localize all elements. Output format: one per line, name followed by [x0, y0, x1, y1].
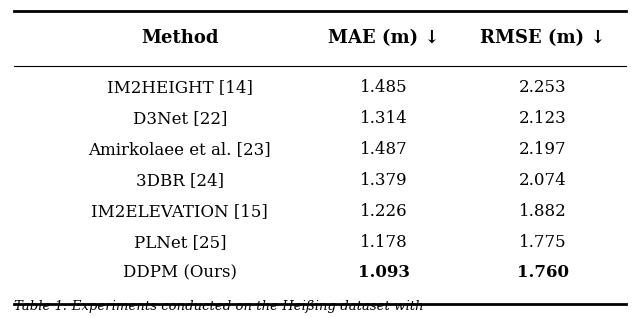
Text: IM2HEIGHT [14]: IM2HEIGHT [14]	[107, 80, 253, 96]
Text: 3DBR [24]: 3DBR [24]	[136, 172, 224, 189]
Text: 1.226: 1.226	[360, 203, 408, 220]
Text: 1.487: 1.487	[360, 141, 408, 158]
Text: RMSE (m) ↓: RMSE (m) ↓	[480, 29, 606, 47]
Text: PLNet [25]: PLNet [25]	[134, 234, 226, 251]
Text: Table 1: Experiments conducted on the Heißing dataset with: Table 1: Experiments conducted on the He…	[14, 301, 424, 314]
Text: IM2ELEVATION [15]: IM2ELEVATION [15]	[92, 203, 268, 220]
Text: DDPM (Ours): DDPM (Ours)	[123, 265, 237, 281]
Text: 1.314: 1.314	[360, 110, 408, 127]
Text: Method: Method	[141, 29, 219, 47]
Text: D3Net [22]: D3Net [22]	[132, 110, 227, 127]
Text: 1.093: 1.093	[358, 265, 410, 281]
Text: Amirkolaee et al. [23]: Amirkolaee et al. [23]	[88, 141, 271, 158]
Text: 1.760: 1.760	[517, 265, 569, 281]
Text: 2.197: 2.197	[519, 141, 567, 158]
Text: 1.485: 1.485	[360, 80, 408, 96]
Text: 1.882: 1.882	[519, 203, 567, 220]
Text: 1.178: 1.178	[360, 234, 408, 251]
Text: 1.379: 1.379	[360, 172, 408, 189]
Text: MAE (m) ↓: MAE (m) ↓	[328, 29, 440, 47]
Text: 2.074: 2.074	[519, 172, 567, 189]
Text: 1.775: 1.775	[519, 234, 567, 251]
Text: 2.253: 2.253	[519, 80, 567, 96]
Text: 2.123: 2.123	[519, 110, 567, 127]
